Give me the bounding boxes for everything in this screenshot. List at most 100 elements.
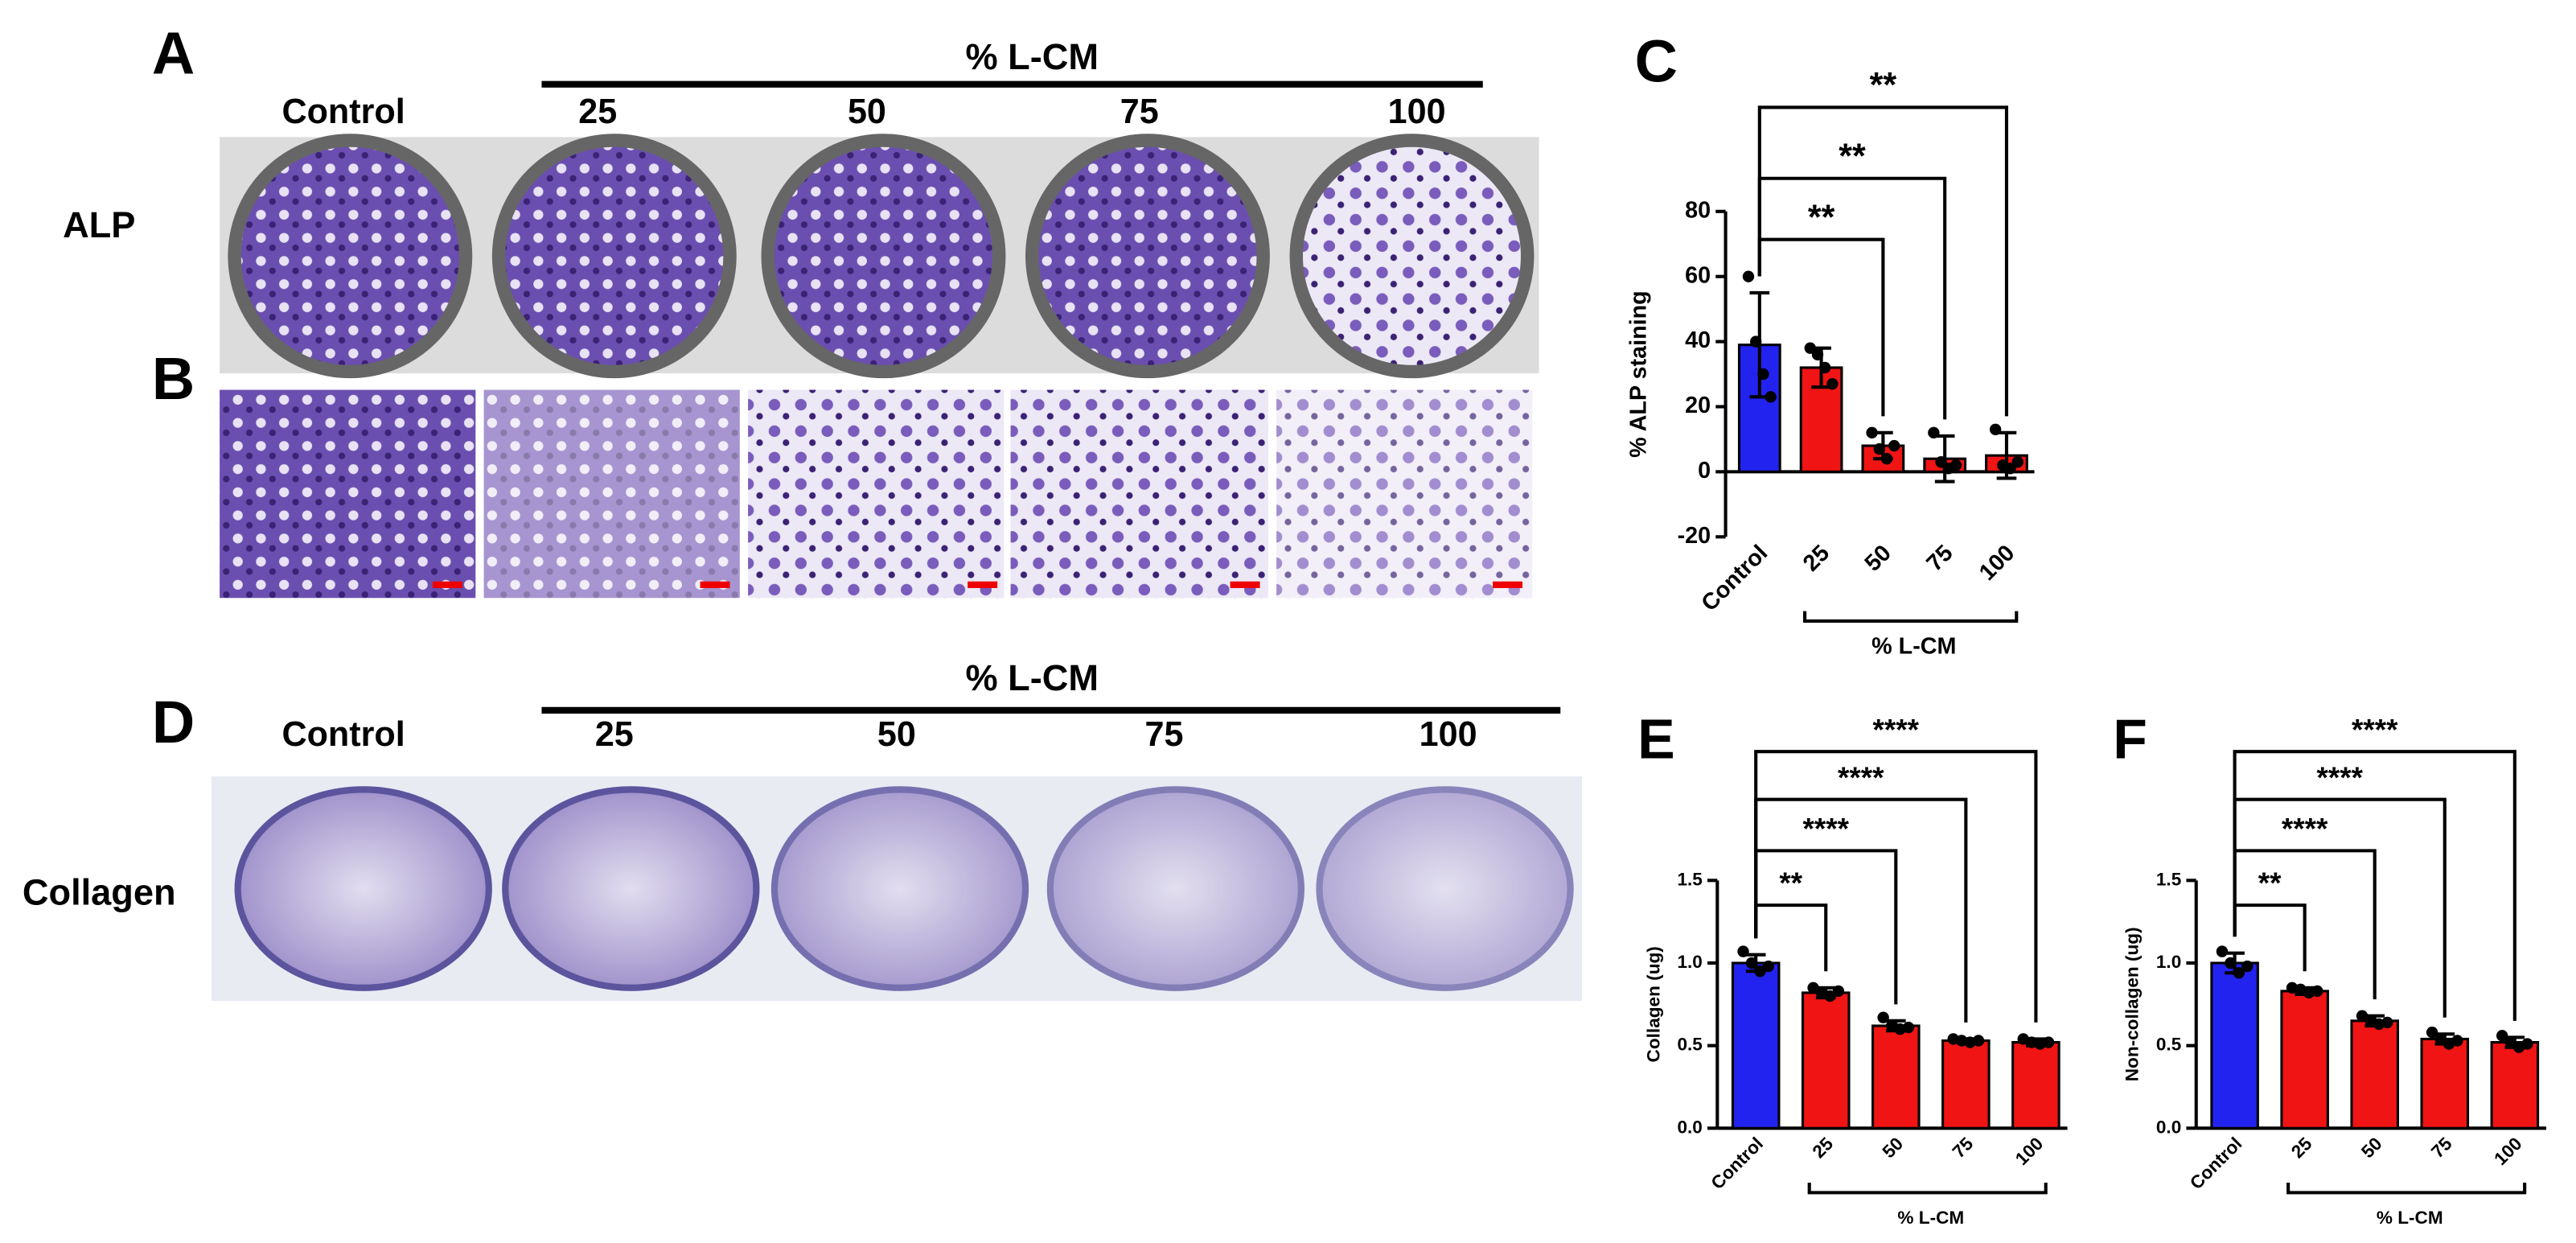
significance-label: ** bbox=[2258, 866, 2282, 899]
y-tick-label: 0.5 bbox=[2156, 1035, 2181, 1055]
bar bbox=[2011, 1041, 2060, 1130]
x-tick-label: 75 bbox=[2427, 1134, 2455, 1162]
micrograph bbox=[483, 389, 740, 599]
data-point bbox=[1742, 270, 1755, 282]
significance-label: **** bbox=[1873, 713, 1920, 746]
y-axis-label: Collagen (ug) bbox=[1643, 946, 1663, 1062]
scale-bar bbox=[968, 581, 998, 588]
bar bbox=[1941, 1039, 1991, 1130]
data-point bbox=[1928, 426, 1940, 439]
data-point bbox=[1880, 453, 1893, 465]
data-point bbox=[1866, 426, 1878, 439]
significance-bracket bbox=[2233, 797, 2447, 1018]
y-axis-label: Non-collagen (ug) bbox=[2122, 927, 2143, 1081]
column-label: 50 bbox=[848, 93, 886, 131]
x-tick-label: 50 bbox=[2357, 1134, 2385, 1162]
micrograph bbox=[1010, 389, 1268, 599]
data-point bbox=[1873, 442, 1885, 455]
data-point bbox=[1949, 459, 1962, 471]
bar bbox=[1731, 961, 1781, 1130]
data-point bbox=[2434, 1033, 2447, 1045]
y-axis-label: % ALP staining bbox=[1625, 290, 1651, 458]
row-label: ALP bbox=[63, 204, 135, 245]
data-point bbox=[1807, 982, 1819, 994]
x-tick-label: 25 bbox=[2287, 1134, 2315, 1162]
x-tick-label: 100 bbox=[2490, 1134, 2525, 1169]
y-tick-label: 1.0 bbox=[2156, 952, 2181, 972]
data-point bbox=[1888, 439, 1900, 452]
well bbox=[1316, 786, 1574, 991]
bar bbox=[1871, 1024, 1921, 1130]
x-tick-label: 50 bbox=[1860, 540, 1896, 576]
data-point bbox=[1804, 342, 1816, 354]
data-point bbox=[2381, 1016, 2393, 1029]
x-tick-label: Control bbox=[1696, 540, 1773, 616]
group-bracket bbox=[2286, 1183, 2527, 1195]
x-tick-label: Control bbox=[1707, 1134, 1767, 1193]
well bbox=[234, 786, 492, 991]
data-point bbox=[2225, 957, 2237, 969]
data-point bbox=[2004, 463, 2016, 475]
data-point bbox=[1762, 960, 1775, 973]
scale-bar bbox=[1493, 581, 1523, 588]
well-plate-photo bbox=[211, 776, 1582, 1002]
data-point bbox=[2504, 1036, 2516, 1048]
bar bbox=[2280, 990, 2329, 1130]
data-point bbox=[2521, 1038, 2533, 1050]
group-bracket bbox=[1807, 1183, 2048, 1195]
bar bbox=[2210, 961, 2259, 1130]
bar-chart: F Non-collagen (ug) 0.0 0.5 1.0 1.5 Control 25 5… bbox=[2113, 707, 2547, 1228]
y-tick-label: 0.5 bbox=[1677, 1035, 1702, 1055]
data-point bbox=[2042, 1036, 2055, 1048]
significance-bracket bbox=[1757, 176, 1947, 420]
data-point bbox=[1824, 990, 1836, 1002]
bar-chart: C % ALP staining -20 0 20 40 60 80 Control 25 50 75… bbox=[1625, 28, 2035, 659]
scale-bar bbox=[700, 581, 730, 588]
well bbox=[1289, 134, 1535, 379]
data-point bbox=[1819, 361, 1831, 374]
y-tick-label: 1.5 bbox=[1677, 869, 1702, 889]
scale-bar bbox=[432, 581, 462, 588]
significance-label: ** bbox=[1808, 198, 1835, 237]
well bbox=[228, 134, 473, 379]
panel-letter: C bbox=[1635, 28, 1678, 95]
well bbox=[502, 786, 760, 991]
significance-bracket bbox=[1754, 750, 2038, 1023]
y-tick-label: 40 bbox=[1685, 327, 1711, 353]
x-tick-label: 100 bbox=[1974, 540, 2020, 586]
micrograph bbox=[1276, 389, 1533, 599]
column-label: 100 bbox=[1419, 715, 1477, 754]
panel-letter: E bbox=[1637, 707, 1675, 770]
bar bbox=[2420, 1037, 2470, 1130]
x-tick-label: 75 bbox=[1921, 540, 1958, 576]
panel-letter: F bbox=[2113, 707, 2147, 770]
significance-bracket bbox=[1754, 797, 1968, 1023]
significance-label: ** bbox=[1839, 137, 1866, 175]
column-label: 75 bbox=[1145, 715, 1184, 754]
group-label: % L-CM bbox=[965, 657, 1099, 698]
data-point bbox=[2311, 985, 2323, 998]
data-point bbox=[1750, 335, 1762, 348]
data-point bbox=[2356, 1010, 2369, 1022]
column-label: 25 bbox=[578, 93, 617, 131]
well bbox=[1046, 786, 1305, 991]
bar bbox=[2350, 1019, 2399, 1130]
y-tick-label: 0.0 bbox=[1677, 1117, 1702, 1137]
column-label: 75 bbox=[1120, 93, 1159, 131]
significance-label: **** bbox=[1838, 761, 1884, 794]
x-tick-label: 25 bbox=[1798, 540, 1834, 576]
x-tick-label: 75 bbox=[1949, 1134, 1977, 1162]
y-tick-label: 0.0 bbox=[2156, 1117, 2181, 1137]
significance-label: **** bbox=[2316, 761, 2363, 794]
bar-chart: E Collagen (ug) 0.0 0.5 1.0 1.5 Control 25 50 75 1… bbox=[1637, 707, 2068, 1228]
y-tick-label: 1.5 bbox=[2156, 869, 2181, 889]
group-label: % L-CM bbox=[965, 36, 1099, 77]
bar bbox=[2490, 1041, 2540, 1130]
data-point bbox=[2241, 960, 2253, 973]
data-point bbox=[2233, 967, 2245, 979]
data-point bbox=[1737, 945, 1749, 957]
column-label: 100 bbox=[1388, 93, 1446, 131]
significance-bracket bbox=[1757, 105, 2009, 417]
data-point bbox=[1935, 456, 1947, 468]
data-point bbox=[1754, 965, 1766, 978]
